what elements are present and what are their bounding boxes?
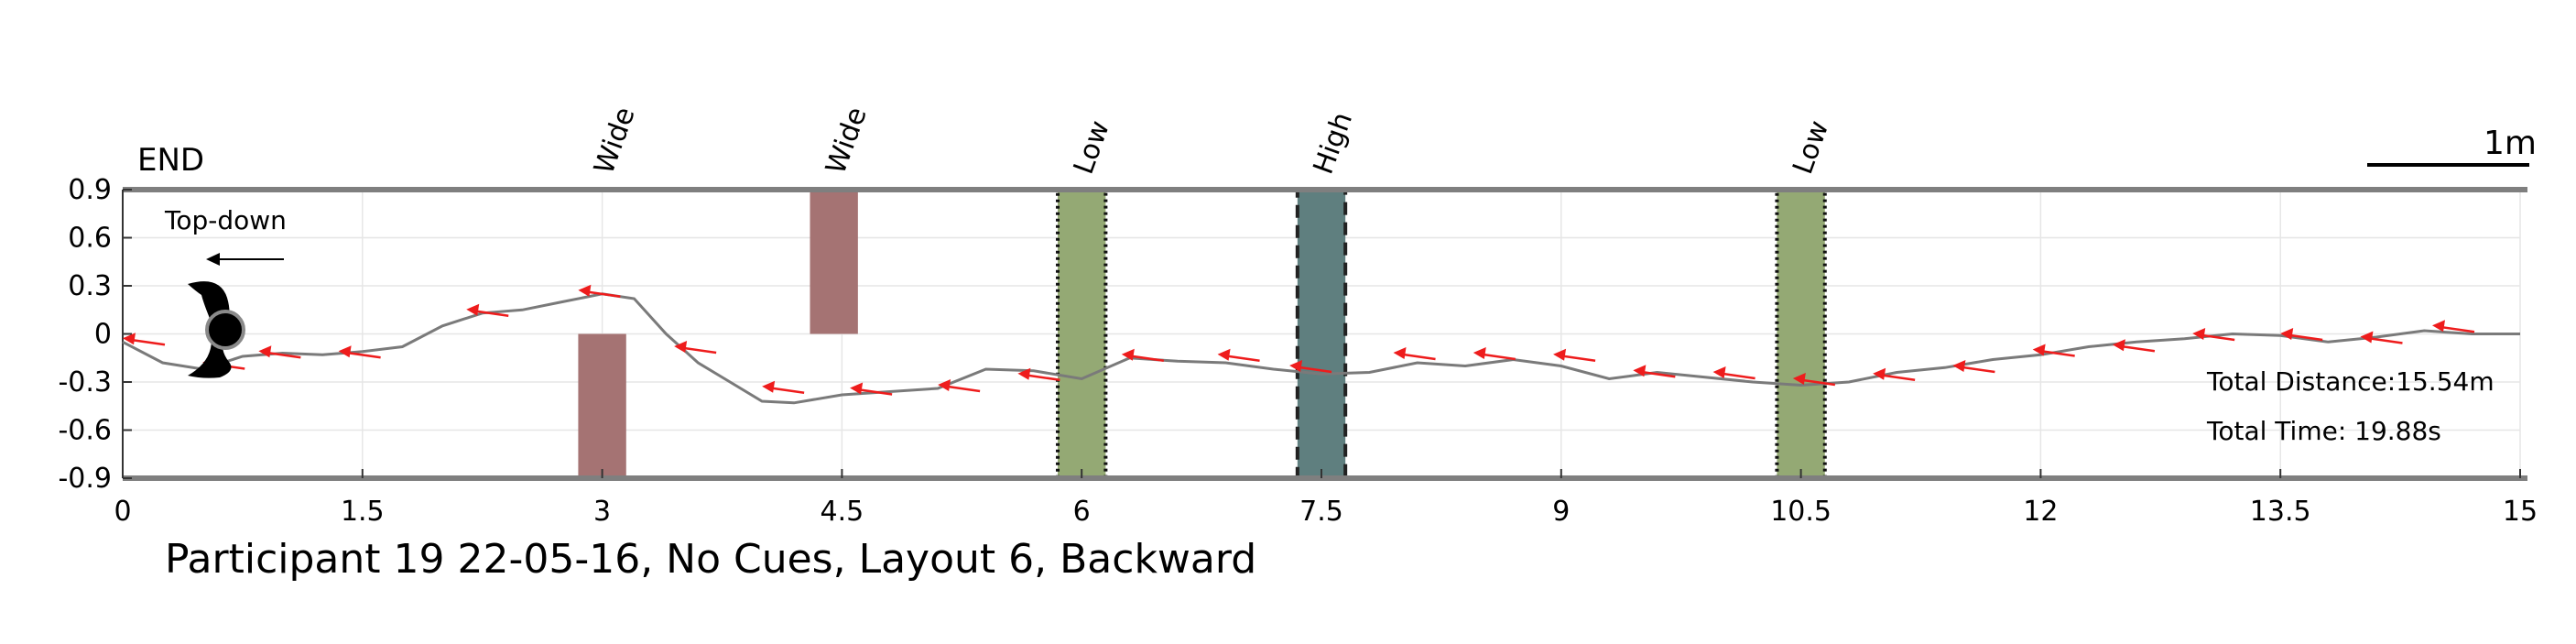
- arrow-head: [2432, 320, 2446, 333]
- arrow-head: [850, 382, 864, 395]
- obstacle-label: Wide: [588, 103, 641, 178]
- direction-arrow: [1017, 367, 1060, 381]
- y-tick-label: -0.9: [58, 463, 112, 495]
- arrow-head: [1121, 348, 1135, 361]
- participant-icon: [188, 281, 245, 378]
- arrow-head: [338, 345, 352, 358]
- arrow-head: [1217, 348, 1231, 361]
- y-tick-label: 0.3: [68, 270, 112, 302]
- arrow-head: [1873, 367, 1886, 380]
- x-tick-label: 13.5: [2250, 496, 2311, 528]
- y-tick-label: 0.6: [68, 223, 112, 255]
- x-tick-label: 15: [2503, 496, 2538, 528]
- y-tick-label: 0.9: [68, 174, 112, 206]
- arrow-head: [1289, 360, 1303, 372]
- direction-arrow: [2432, 320, 2475, 333]
- obstacles: [578, 188, 1827, 480]
- arrow-head: [466, 303, 480, 316]
- direction-arrow: [578, 284, 621, 298]
- direction-arrow: [2192, 328, 2235, 342]
- obstacle-wide-0: [578, 333, 626, 478]
- obstacle-high-3: [1295, 188, 1348, 480]
- arrow-head: [258, 345, 272, 358]
- direction-arrow: [1121, 348, 1165, 362]
- scale-label: 1m: [2484, 125, 2537, 162]
- arrow-head: [1792, 373, 1806, 385]
- direction-arrow: [258, 345, 301, 359]
- direction-arrow: [338, 345, 381, 359]
- obstacle-label: Wide: [820, 103, 873, 178]
- direction-arrow: [1712, 366, 1755, 380]
- arrow-head: [2112, 339, 2125, 352]
- arrow-head: [123, 333, 136, 345]
- x-tick-label: 9: [1552, 496, 1570, 528]
- x-tick-label: 1.5: [341, 496, 385, 528]
- arrow-head: [938, 379, 951, 391]
- direction-arrow: [2360, 331, 2403, 344]
- topdown-arrow-icon: [206, 253, 284, 266]
- arrow-head: [1553, 348, 1567, 361]
- y-tick-label: 0: [94, 319, 112, 351]
- arrow-head: [2192, 328, 2206, 340]
- obstacle-wide-1: [810, 190, 858, 334]
- direction-arrow: [1393, 347, 1436, 361]
- topdown-label: Top-down: [164, 205, 287, 235]
- arrow-head: [674, 341, 688, 353]
- direction-arrow: [1633, 365, 1676, 378]
- axes: [122, 187, 2527, 481]
- arrow-head: [1952, 360, 1966, 372]
- direction-arrow: [850, 382, 893, 396]
- obstacle-low-2: [1056, 188, 1108, 480]
- direction-arrow: [2112, 339, 2156, 353]
- arrow-head: [578, 284, 592, 297]
- arrow-head: [1017, 367, 1031, 380]
- arrow-head: [2280, 328, 2294, 340]
- total-distance: Total Distance:15.54m: [2206, 366, 2494, 397]
- direction-arrow: [1289, 360, 1332, 374]
- arrow-head: [2032, 344, 2046, 356]
- arrow-head: [1473, 347, 1486, 359]
- direction-arrow: [2280, 328, 2323, 342]
- x-tick-label: 3: [593, 496, 611, 528]
- direction-arrow: [1217, 348, 1260, 362]
- direction-arrow: [1952, 360, 1995, 374]
- arrow-head: [762, 380, 776, 393]
- arrow-head: [2360, 331, 2374, 344]
- obstacle-low-4: [1775, 188, 1827, 480]
- total-time: Total Time: 19.88s: [2206, 416, 2441, 446]
- end-label: END: [137, 142, 204, 179]
- direction-arrow: [123, 333, 166, 346]
- y-tick-label: -0.3: [58, 366, 112, 398]
- direction-arrow: [938, 379, 981, 393]
- direction-arrow: [1553, 348, 1596, 362]
- direction-arrow: [1873, 367, 1916, 381]
- arrow-head: [1712, 366, 1726, 378]
- direction-arrow: [762, 380, 805, 394]
- direction-arrow: [466, 303, 509, 317]
- x-tick-label: 4.5: [821, 496, 864, 528]
- x-tick-label: 0: [114, 496, 131, 528]
- direction-arrow: [1473, 347, 1516, 361]
- x-tick-label: 7.5: [1299, 496, 1343, 528]
- direction-arrow: [1792, 373, 1836, 387]
- obstacle-label: High: [1308, 108, 1359, 179]
- x-tick-label: 6: [1073, 496, 1091, 528]
- x-tick-label: 12: [2023, 496, 2058, 528]
- y-tick-label: -0.6: [58, 415, 112, 447]
- x-tick-label: 10.5: [1770, 496, 1831, 528]
- arrow-head: [1393, 347, 1407, 359]
- tick-labels: Wide Wide Low High Low 0 1.5 3 4.5 6 7.5 9 10.5 12 13.…: [58, 103, 2538, 528]
- direction-arrow: [674, 341, 717, 355]
- chart-title: Participant 19 22-05-16, No Cues, Layout…: [165, 536, 1256, 583]
- obstacle-label: Low: [1787, 116, 1835, 178]
- arrow-head: [1633, 365, 1647, 377]
- direction-arrow: [2032, 344, 2075, 357]
- obstacle-label: Low: [1068, 116, 1116, 178]
